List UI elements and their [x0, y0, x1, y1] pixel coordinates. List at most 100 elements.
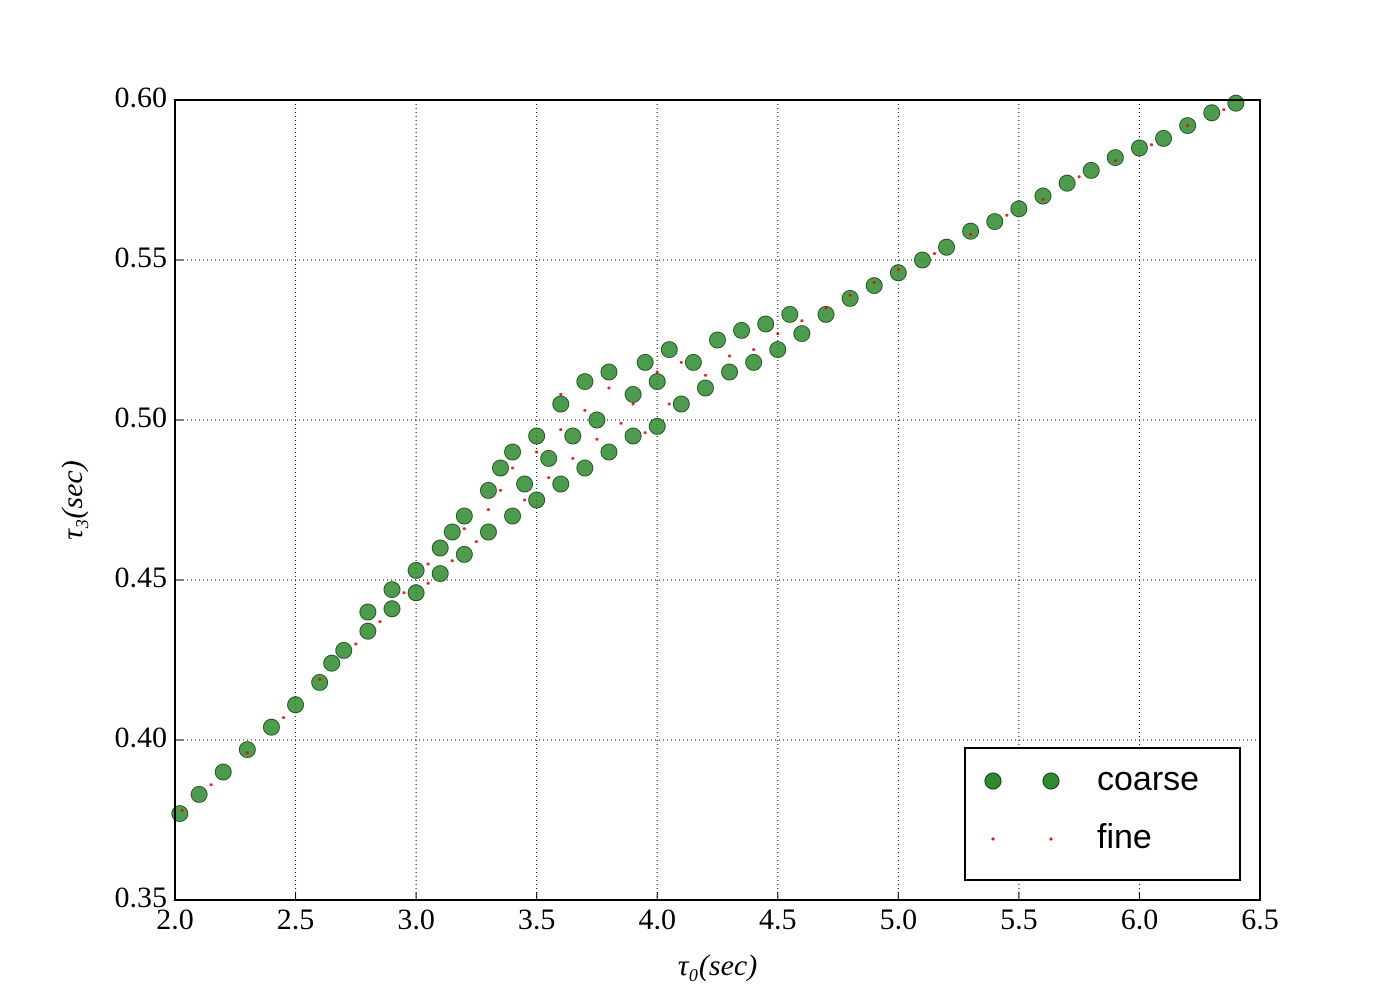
legend: coarse fine [964, 747, 1241, 881]
coarse-point [889, 264, 907, 282]
coarse-point [516, 475, 534, 493]
fine-point [1113, 159, 1117, 163]
fine-point [1077, 175, 1081, 179]
fine-point [824, 306, 828, 310]
coarse-point [1010, 200, 1028, 218]
fine-point [631, 402, 635, 406]
coarse-point [624, 385, 642, 403]
fine-point [318, 677, 322, 681]
coarse-point [697, 379, 714, 397]
legend-box [964, 747, 1241, 881]
fine-point [679, 360, 683, 364]
coarse-point [359, 622, 377, 640]
coarse-point [552, 475, 570, 493]
coarse-point [504, 443, 521, 461]
fine-point [282, 716, 285, 720]
fine-point [848, 293, 852, 297]
coarse-point [672, 395, 690, 413]
coarse-point [238, 741, 256, 758]
fine-point [486, 508, 490, 512]
coarse-point [528, 427, 546, 445]
coarse-point [986, 213, 1004, 231]
coarse-point [757, 315, 775, 333]
fine-point [969, 232, 973, 236]
coarse-point [817, 305, 835, 323]
coarse-point [431, 565, 449, 582]
fine-point [209, 783, 213, 787]
legend-label: fine [1097, 818, 1152, 856]
coarse-point [648, 417, 666, 435]
coarse-point [383, 600, 401, 618]
fine-point [402, 591, 406, 595]
coarse-point [1227, 94, 1245, 112]
coarse-point [407, 584, 425, 602]
fine-point [1186, 124, 1190, 128]
fine-point [1150, 143, 1153, 147]
coarse-point [769, 341, 787, 359]
fine-point [607, 386, 611, 390]
fine-point [499, 488, 502, 492]
fine-point [619, 421, 623, 425]
y-tick-label: 0.40 [115, 721, 168, 754]
fine-point [426, 562, 430, 566]
x-tick-label: 4.0 [638, 903, 676, 936]
x-tick-label: 5.5 [1000, 903, 1038, 936]
coarse-point [962, 222, 980, 240]
coarse-point [359, 603, 377, 621]
coarse-point [190, 786, 208, 803]
x-tick-label: 2.5 [277, 903, 315, 936]
fine-point [450, 559, 454, 563]
fine-point [643, 431, 647, 435]
coarse-point [624, 427, 642, 445]
fine-point [1041, 197, 1045, 201]
fine-point [728, 354, 732, 358]
coarse-point [648, 373, 666, 391]
y-tick-label: 0.55 [115, 241, 168, 274]
fine-point [511, 466, 515, 470]
fine-point [354, 642, 358, 646]
series [171, 94, 1245, 822]
fine-point [583, 408, 587, 412]
coarse-point [576, 373, 594, 391]
coarse-point [721, 363, 738, 381]
legend-marker [1042, 772, 1060, 790]
fine-point [1222, 108, 1226, 112]
coarse-point [1106, 149, 1124, 167]
fine-point [933, 252, 936, 256]
coarse-point [455, 546, 473, 563]
coarse-point [323, 654, 341, 672]
legend-marker [984, 772, 1002, 790]
coarse-point [793, 325, 811, 343]
coarse-point [1203, 104, 1221, 122]
x-tick-label: 3.0 [397, 903, 435, 936]
coarse-point [660, 341, 678, 359]
series [180, 98, 1243, 812]
plot-frame [174, 99, 1261, 901]
coarse-point [576, 459, 594, 477]
fine-point [426, 581, 430, 585]
coarse-point [492, 459, 509, 477]
fine-point [872, 280, 876, 284]
fine-point [523, 498, 527, 502]
fine-point [474, 540, 478, 544]
legend-label: coarse [1097, 760, 1199, 798]
coarse-point [636, 353, 654, 371]
coarse-point [480, 481, 497, 499]
x-tick-label: 5.0 [880, 903, 918, 936]
fine-point [896, 268, 900, 272]
y-tick-label: 0.60 [115, 81, 168, 114]
fine-point [180, 808, 184, 812]
y-tick-label: 0.50 [115, 401, 168, 434]
coarse-point [684, 353, 702, 371]
coarse-point [709, 331, 726, 349]
x-tick-label: 6.0 [1121, 903, 1159, 936]
coarse-point [588, 411, 606, 429]
fine-point [1005, 213, 1009, 217]
fine-point [378, 620, 382, 624]
fine-point [776, 332, 780, 336]
coarse-point [1155, 129, 1172, 147]
coarse-point [335, 642, 353, 659]
x-axis-label: τ₀(sec) [678, 949, 757, 982]
x-tick-label: 6.5 [1241, 903, 1279, 936]
